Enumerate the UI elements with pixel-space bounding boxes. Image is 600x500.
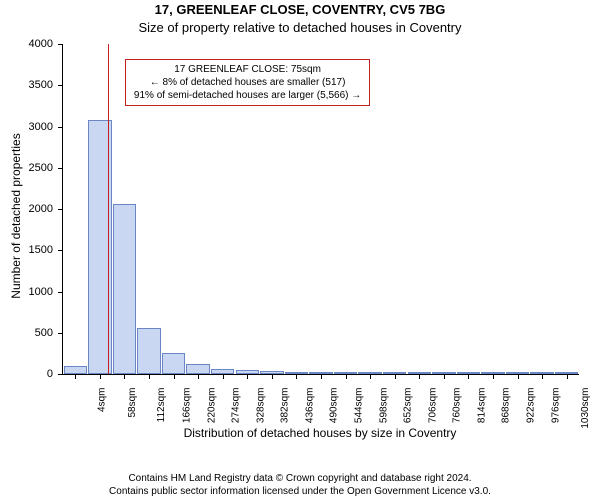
x-tick-label: 274sqm: [231, 380, 242, 424]
page-title-line2: Size of property relative to detached ho…: [0, 20, 600, 35]
x-tick-label: 382sqm: [280, 380, 291, 424]
annotation-line: ← 8% of detached houses are smaller (517…: [134, 76, 361, 89]
histogram-bar: [162, 353, 185, 374]
page-title-line1: 17, GREENLEAF CLOSE, COVENTRY, CV5 7BG: [0, 2, 600, 17]
annotation-line: 91% of semi-detached houses are larger (…: [134, 89, 361, 102]
x-tick-label: 976sqm: [550, 380, 561, 424]
x-tick-label: 706sqm: [427, 380, 438, 424]
histogram-bar: [64, 366, 87, 374]
y-tick-label: 0: [47, 368, 63, 380]
x-tick-label: 922sqm: [526, 380, 537, 424]
chart-plot-area: 050010001500200025003000350040004sqm58sq…: [62, 44, 579, 375]
y-tick-label: 3000: [29, 121, 63, 133]
x-tick-label: 112sqm: [156, 380, 167, 423]
histogram-bar: [137, 328, 160, 374]
x-tick-label: 58sqm: [127, 380, 138, 418]
x-tick-label: 4sqm: [97, 380, 108, 412]
y-tick-label: 4000: [29, 38, 63, 50]
y-tick-label: 1000: [29, 286, 63, 298]
x-tick-label: 166sqm: [182, 380, 193, 424]
y-tick-label: 2000: [29, 203, 63, 215]
x-tick-label: 490sqm: [329, 380, 340, 424]
x-tick-label: 760sqm: [452, 380, 463, 424]
y-tick-label: 3500: [29, 79, 63, 91]
y-axis-label: Number of detached properties: [9, 66, 23, 366]
x-tick-label: 1030sqm: [580, 380, 591, 429]
property-size-marker: [108, 44, 109, 374]
x-tick-label: 328sqm: [255, 380, 266, 424]
x-tick-label: 598sqm: [378, 380, 389, 424]
footer-line1: Contains HM Land Registry data © Crown c…: [0, 473, 600, 486]
x-tick-label: 544sqm: [354, 380, 365, 424]
x-axis-label: Distribution of detached houses by size …: [62, 426, 578, 440]
x-tick-label: 220sqm: [206, 380, 217, 424]
histogram-bar: [113, 204, 136, 374]
y-tick-label: 1500: [29, 244, 63, 256]
footer-line2: Contains public sector information licen…: [0, 486, 600, 499]
annotation-line: 17 GREENLEAF CLOSE: 75sqm: [134, 63, 361, 76]
x-tick-label: 868sqm: [501, 380, 512, 424]
y-tick-label: 500: [35, 327, 63, 339]
annotation-box: 17 GREENLEAF CLOSE: 75sqm← 8% of detache…: [125, 59, 370, 106]
attribution-footer: Contains HM Land Registry data © Crown c…: [0, 473, 600, 498]
x-tick-label: 652sqm: [403, 380, 414, 424]
y-tick-label: 2500: [29, 162, 63, 174]
x-tick-label: 814sqm: [476, 380, 487, 424]
histogram-bar: [186, 364, 209, 374]
x-tick-label: 436sqm: [304, 380, 315, 424]
